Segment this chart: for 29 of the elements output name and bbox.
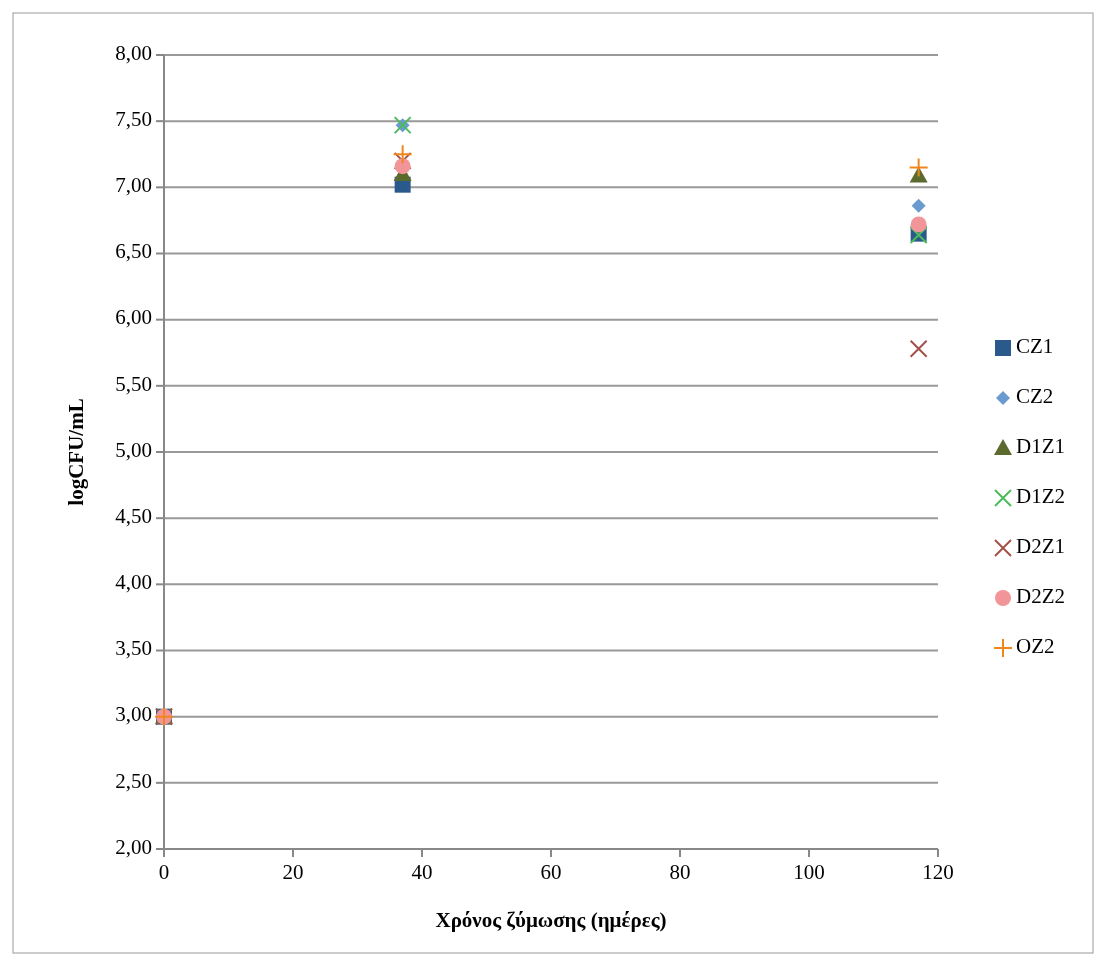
x-tick-label: 80 bbox=[669, 860, 691, 884]
y-tick-label: 6,50 bbox=[115, 239, 152, 264]
y-tick-label: 6,00 bbox=[115, 305, 152, 330]
y-tick-label: 2,50 bbox=[115, 768, 152, 793]
x-tick-label: 20 bbox=[282, 860, 304, 884]
y-tick-label: 4,00 bbox=[115, 570, 152, 595]
y-tick-label: 2,00 bbox=[115, 834, 152, 859]
legend-label: D1Z2 bbox=[1016, 483, 1065, 508]
y-tick-label: 7,50 bbox=[115, 106, 152, 131]
y-tick-label: 4,50 bbox=[115, 503, 152, 528]
legend-label: D2Z2 bbox=[1016, 583, 1065, 608]
x-tick-label: 40 bbox=[411, 860, 433, 884]
legend-label: OZ2 bbox=[1016, 633, 1055, 658]
y-tick-label: 5,50 bbox=[115, 371, 152, 396]
y-tick-label: 3,00 bbox=[115, 702, 152, 727]
y-tick-label: 7,00 bbox=[115, 173, 152, 198]
y-tick-label: 5,00 bbox=[115, 437, 152, 462]
y-tick-label: 3,50 bbox=[115, 636, 152, 661]
x-tick-label: 100 bbox=[793, 860, 825, 884]
x-tick-label: 0 bbox=[158, 860, 170, 884]
x-axis-title: Χρόνος ζύμωσης (ημέρες) bbox=[435, 908, 667, 932]
legend-label: D1Z1 bbox=[1016, 433, 1065, 458]
legend-label: CZ2 bbox=[1016, 383, 1054, 408]
y-axis-title: logCFU/mL bbox=[64, 398, 88, 506]
x-tick-label: 120 bbox=[922, 860, 954, 884]
y-tick-label: 8,00 bbox=[115, 40, 152, 65]
legend-label: CZ1 bbox=[1016, 333, 1054, 358]
legend-label: D2Z1 bbox=[1016, 533, 1065, 558]
x-tick-label: 60 bbox=[540, 860, 562, 884]
